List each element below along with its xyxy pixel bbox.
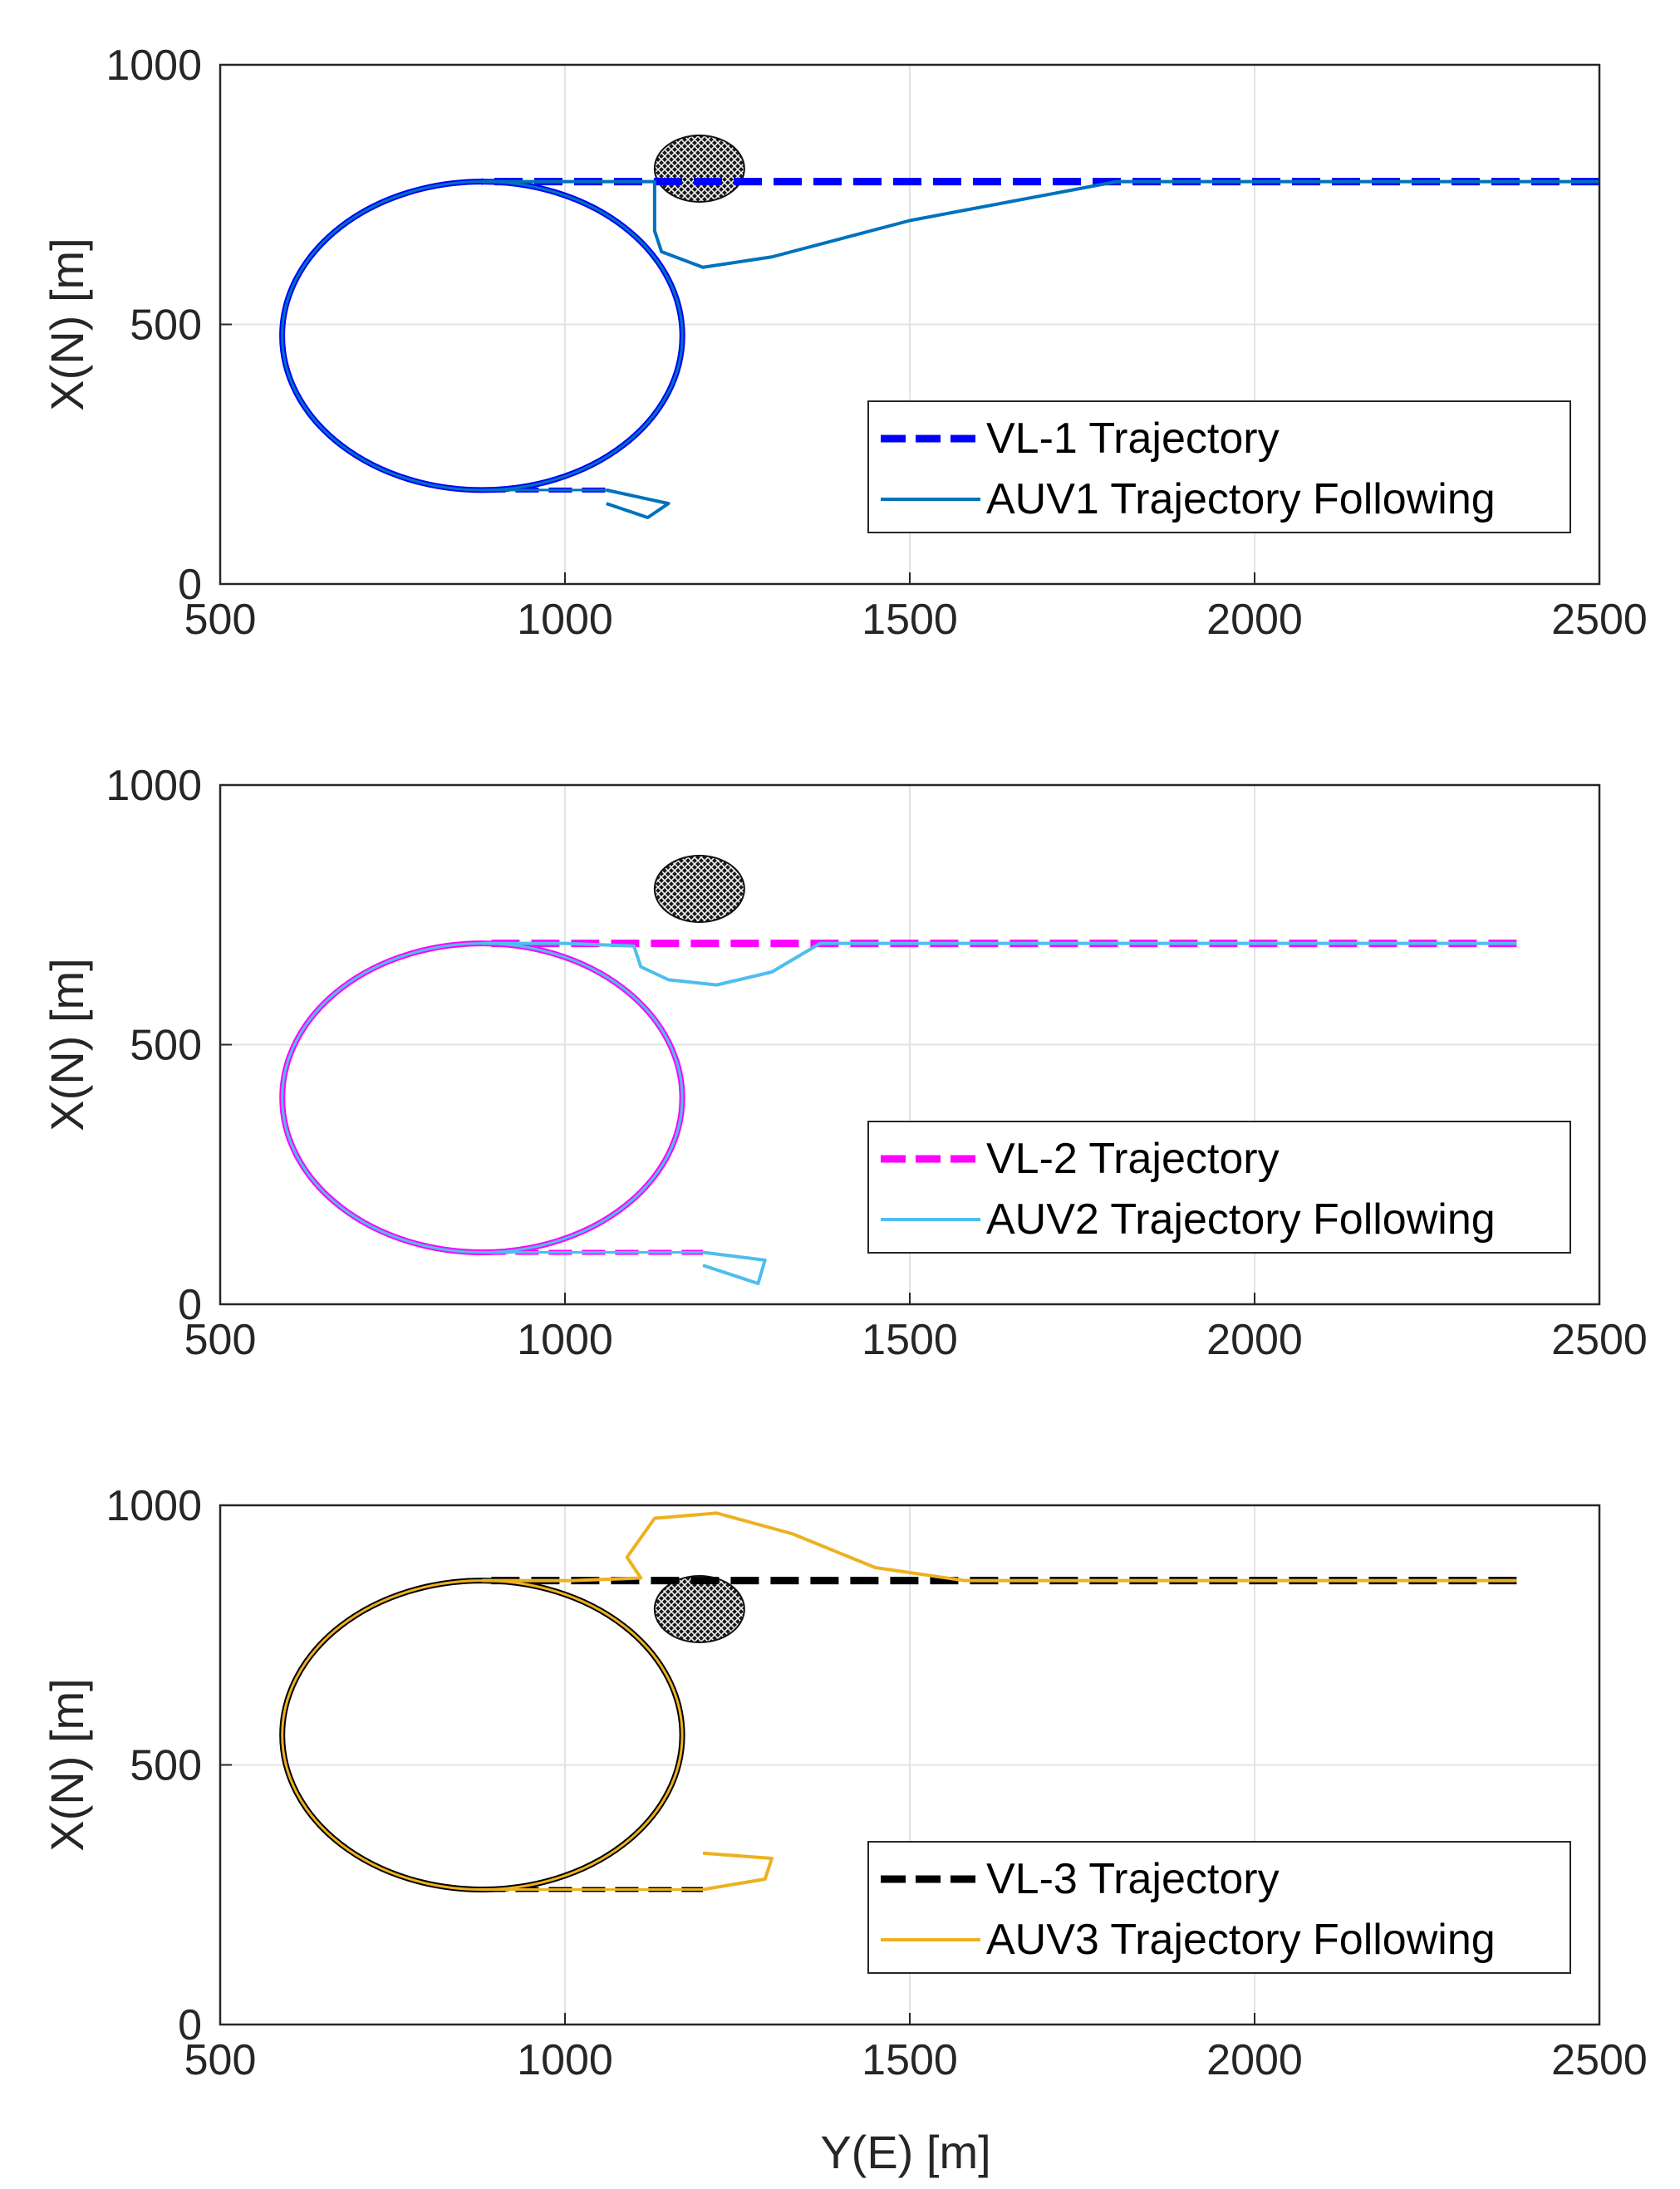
legend-label-auv: AUV2 Trajectory Following <box>986 1195 1496 1244</box>
legend-box <box>867 400 1571 533</box>
x-tick-label: 1500 <box>862 596 958 644</box>
obstacle <box>653 135 745 203</box>
obstacle <box>653 855 745 923</box>
x-tick-label: 500 <box>184 2036 257 2084</box>
y-axis-label: X(N) [m] <box>41 958 93 1131</box>
x-tick-label: 1000 <box>517 2036 613 2084</box>
y-tick-label: 500 <box>130 302 202 350</box>
y-tick-label: 1000 <box>106 762 202 810</box>
x-tick-label: 500 <box>184 596 257 644</box>
legend-box <box>867 1841 1571 1974</box>
y-axis-label: X(N) [m] <box>41 1678 93 1851</box>
y-tick-label: 1000 <box>106 1482 202 1530</box>
legend-label-vl: VL-2 Trajectory <box>986 1135 1280 1183</box>
y-tick-label: 0 <box>178 561 202 609</box>
x-tick-label: 1500 <box>862 1316 958 1364</box>
x-axis-label: Y(E) [m] <box>820 2126 990 2178</box>
x-tick-label: 1000 <box>517 1316 613 1364</box>
x-tick-label: 2000 <box>1206 596 1303 644</box>
y-tick-label: 500 <box>130 1022 202 1070</box>
auv-trajectory-line <box>482 941 1517 987</box>
auv-trajectory-line <box>482 179 1599 269</box>
legend-label-vl: VL-1 Trajectory <box>986 415 1280 463</box>
x-tick-label: 2000 <box>1206 1316 1303 1364</box>
y-tick-label: 0 <box>178 2001 202 2049</box>
y-tick-label: 1000 <box>106 42 202 90</box>
legend-box <box>867 1121 1571 1254</box>
auv-end-arrow <box>702 1851 774 1892</box>
x-tick-label: 2500 <box>1551 2036 1648 2084</box>
y-tick-label: 0 <box>178 1281 202 1329</box>
y-tick-label: 500 <box>130 1742 202 1790</box>
obstacle <box>653 1575 745 1643</box>
auv-trajectory-line <box>482 1511 1517 1583</box>
legend-label-vl: VL-3 Trajectory <box>986 1855 1280 1903</box>
legend-label-auv: AUV3 Trajectory Following <box>986 1916 1496 1964</box>
auv-end-arrow <box>702 1250 767 1285</box>
auv-end-arrow <box>606 488 671 519</box>
x-tick-label: 500 <box>184 1316 257 1364</box>
x-tick-label: 2500 <box>1551 1316 1648 1364</box>
x-tick-label: 2000 <box>1206 2036 1303 2084</box>
x-tick-label: 1500 <box>862 2036 958 2084</box>
x-tick-label: 1000 <box>517 596 613 644</box>
y-axis-label: X(N) [m] <box>41 238 93 410</box>
x-tick-label: 2500 <box>1551 596 1648 644</box>
legend-label-auv: AUV1 Trajectory Following <box>986 475 1496 523</box>
